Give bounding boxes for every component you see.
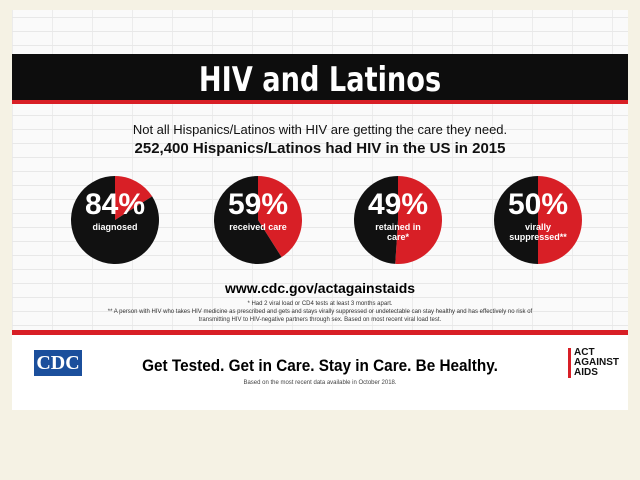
- slogan: Get Tested. Get in Care. Stay in Care. B…: [142, 356, 498, 375]
- value-label: 84%: [84, 188, 146, 221]
- infographic: HIV and Latinos Not all Hispanics/Latino…: [12, 10, 628, 410]
- cdc-logo: CDC: [34, 350, 82, 376]
- pie-row: 84% diagnosed 59% received care 49% retained …: [12, 170, 628, 275]
- pie-remainder: [395, 176, 443, 264]
- intro-line: Not all Hispanics/Latinos with HIV are g…: [132, 122, 508, 137]
- value-label: 59%: [227, 188, 289, 221]
- pie-remainder: [258, 176, 303, 258]
- pie-label: 50% virally suppressed**: [494, 188, 582, 242]
- category-label: received care: [229, 222, 287, 232]
- pie-label: 84% diagnosed: [71, 188, 159, 232]
- pie-slice: [214, 176, 282, 264]
- source: Based on the most recent data available …: [243, 380, 397, 386]
- pie-chart: [70, 176, 582, 264]
- pie-remainder: [115, 176, 153, 220]
- pie-slice: [494, 176, 538, 264]
- value-label: 49%: [367, 188, 429, 221]
- pie-label: 59% received care: [214, 188, 302, 232]
- category-label: virally suppressed**: [509, 222, 567, 242]
- value-label: 50%: [507, 188, 569, 221]
- url: www.cdc.gov/actagainstaids: [224, 280, 416, 296]
- pie-slice: [70, 176, 159, 264]
- title-band: [12, 54, 628, 104]
- footnote: ** A person with HIV who takes HIV medic…: [107, 309, 533, 323]
- category-label: retained in care*: [375, 222, 421, 242]
- pie-remainder: [538, 176, 582, 264]
- category-label: diagnosed: [92, 222, 138, 232]
- pie-slice: [354, 176, 398, 264]
- title: HIV and Latinos: [198, 60, 442, 100]
- act-logo: ACT AGAINST AIDS: [568, 348, 619, 378]
- footnote: * Had 2 viral load or CD4 tests at least…: [247, 301, 393, 307]
- pie-label: 49% retained in care*: [354, 188, 442, 242]
- intro-headline: 252,400 Hispanics/Latinos had HIV in the…: [134, 140, 506, 157]
- footer-band: [12, 330, 628, 410]
